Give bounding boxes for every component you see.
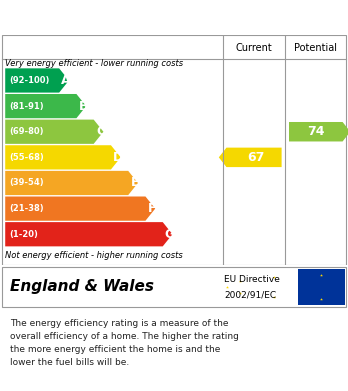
Bar bbox=[298, 269, 345, 305]
Polygon shape bbox=[5, 171, 138, 195]
Text: Potential: Potential bbox=[294, 43, 337, 53]
Text: E: E bbox=[131, 176, 140, 190]
Text: (1-20): (1-20) bbox=[9, 230, 38, 239]
Text: (69-80): (69-80) bbox=[9, 127, 44, 136]
Text: Very energy efficient - lower running costs: Very energy efficient - lower running co… bbox=[5, 59, 183, 68]
Text: G: G bbox=[165, 228, 175, 241]
Polygon shape bbox=[219, 148, 282, 167]
Polygon shape bbox=[289, 122, 348, 142]
Text: Current: Current bbox=[236, 43, 272, 53]
Text: A: A bbox=[61, 74, 71, 87]
Text: England & Wales: England & Wales bbox=[10, 280, 155, 294]
Text: The energy efficiency rating is a measure of the
overall efficiency of a home. T: The energy efficiency rating is a measur… bbox=[10, 319, 239, 368]
Text: EU Directive: EU Directive bbox=[224, 274, 280, 283]
Text: Not energy efficient - higher running costs: Not energy efficient - higher running co… bbox=[5, 251, 183, 260]
Text: (55-68): (55-68) bbox=[9, 153, 44, 162]
Text: C: C bbox=[96, 125, 105, 138]
Text: B: B bbox=[79, 100, 88, 113]
Text: (21-38): (21-38) bbox=[9, 204, 44, 213]
Text: (92-100): (92-100) bbox=[9, 76, 50, 85]
Text: F: F bbox=[148, 202, 157, 215]
Text: D: D bbox=[113, 151, 123, 164]
Polygon shape bbox=[5, 94, 86, 118]
Text: 67: 67 bbox=[247, 151, 264, 164]
Polygon shape bbox=[5, 68, 69, 93]
Text: (81-91): (81-91) bbox=[9, 102, 44, 111]
Text: (39-54): (39-54) bbox=[9, 178, 44, 188]
Text: 2002/91/EC: 2002/91/EC bbox=[224, 291, 277, 300]
Text: Energy Efficiency Rating: Energy Efficiency Rating bbox=[10, 10, 220, 25]
Polygon shape bbox=[5, 120, 103, 144]
Polygon shape bbox=[5, 145, 121, 169]
Text: 74: 74 bbox=[307, 125, 325, 138]
Polygon shape bbox=[5, 222, 173, 246]
Polygon shape bbox=[5, 197, 155, 221]
